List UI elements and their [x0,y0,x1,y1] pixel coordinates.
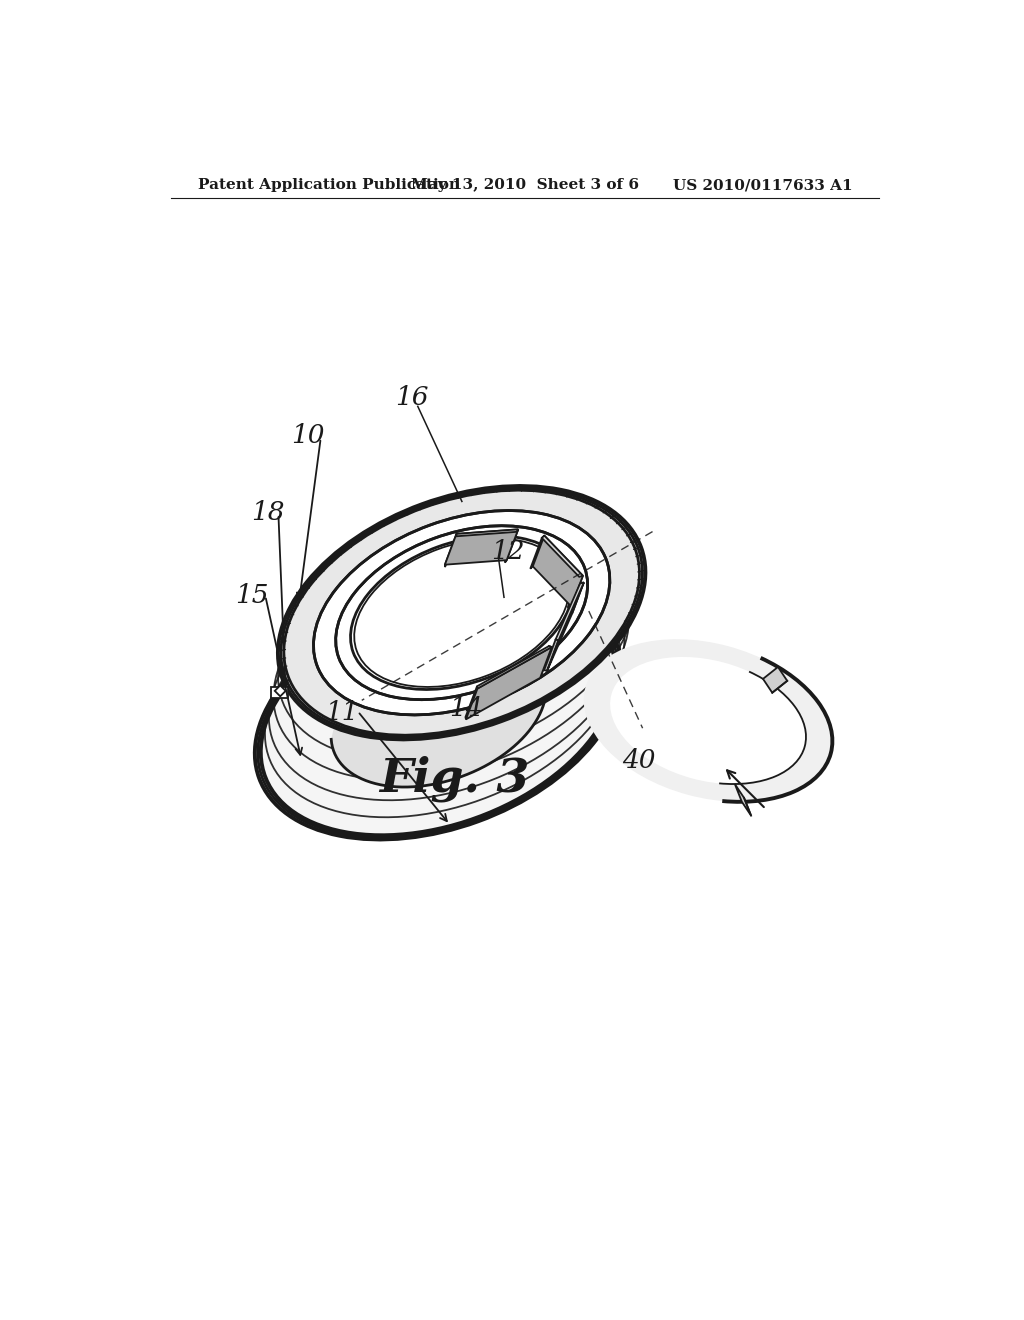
Polygon shape [457,529,518,536]
Bar [274,685,286,697]
Ellipse shape [584,639,833,801]
Polygon shape [763,667,787,693]
Text: US 2010/0117633 A1: US 2010/0117633 A1 [673,178,853,193]
Ellipse shape [328,636,550,789]
Text: 18: 18 [251,500,285,525]
Polygon shape [530,536,545,569]
Polygon shape [556,582,584,640]
Text: 16: 16 [395,384,428,409]
Polygon shape [542,536,583,577]
Text: 14: 14 [449,697,482,722]
Ellipse shape [278,486,645,739]
Polygon shape [466,686,477,719]
Text: 12: 12 [492,539,524,564]
Ellipse shape [255,586,623,840]
Ellipse shape [313,511,610,715]
Bar [271,688,288,698]
Text: 11: 11 [326,701,359,725]
Polygon shape [331,574,569,787]
Polygon shape [466,647,552,719]
Polygon shape [444,533,457,568]
Polygon shape [547,582,584,671]
Polygon shape [544,639,558,671]
Polygon shape [505,529,518,562]
Polygon shape [568,582,584,614]
Polygon shape [538,645,552,678]
Text: May 13, 2010  Sheet 3 of 6: May 13, 2010 Sheet 3 of 6 [411,178,639,193]
Polygon shape [477,645,552,689]
Polygon shape [444,529,518,565]
Ellipse shape [358,541,565,684]
Text: 15: 15 [236,583,269,609]
Ellipse shape [350,536,572,689]
Ellipse shape [610,657,806,784]
Polygon shape [532,536,583,606]
Polygon shape [567,576,583,607]
Text: 40: 40 [622,748,655,774]
Text: Fig. 3: Fig. 3 [379,755,529,801]
Polygon shape [735,784,751,816]
Ellipse shape [336,525,588,700]
Text: 10: 10 [291,424,325,447]
Text: Patent Application Publication: Patent Application Publication [199,178,461,193]
Polygon shape [261,536,639,836]
